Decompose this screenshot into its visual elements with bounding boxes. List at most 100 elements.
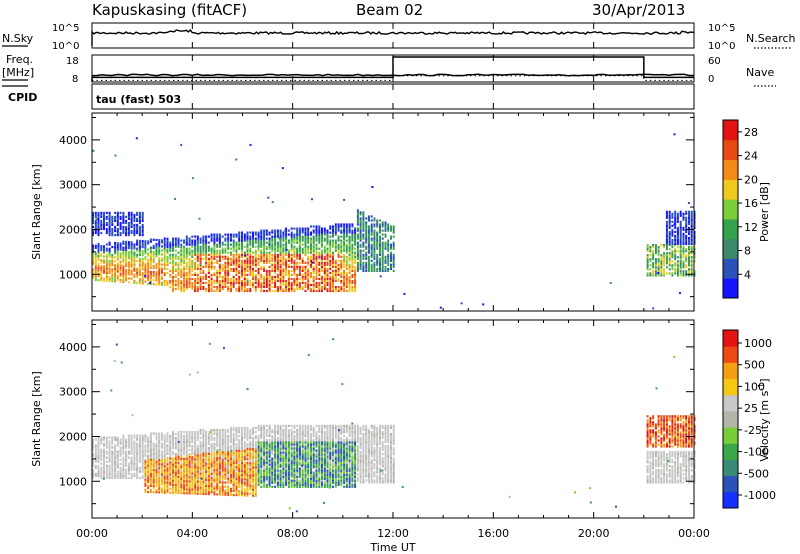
velocity-cell bbox=[177, 443, 180, 446]
power-cell bbox=[196, 243, 199, 246]
velocity-cell bbox=[149, 452, 152, 455]
power-cell bbox=[359, 249, 362, 252]
power-cell bbox=[152, 273, 155, 276]
velocity-cell bbox=[232, 451, 235, 454]
velocity-cell bbox=[136, 458, 139, 461]
velocity-cell bbox=[111, 466, 114, 469]
power-cell bbox=[213, 267, 216, 270]
velocity-cell bbox=[232, 459, 235, 462]
power-cell bbox=[174, 275, 177, 278]
power-cell bbox=[271, 243, 274, 246]
velocity-cell bbox=[221, 438, 224, 442]
power-cell bbox=[94, 278, 97, 282]
power-cell bbox=[166, 249, 169, 252]
velocity-cell bbox=[122, 458, 125, 461]
power-cell bbox=[149, 246, 152, 249]
power-cell bbox=[652, 270, 655, 273]
power-cell bbox=[119, 242, 122, 245]
velocity-cell bbox=[155, 456, 158, 459]
velocity-cell bbox=[183, 463, 186, 467]
power-cell bbox=[119, 262, 122, 265]
power-cell bbox=[359, 229, 362, 232]
power-cell-sparse bbox=[679, 292, 681, 295]
power-cell bbox=[119, 270, 122, 273]
power-cell bbox=[216, 279, 219, 283]
power-cell bbox=[252, 231, 254, 234]
power-cell bbox=[276, 259, 279, 262]
power-cell bbox=[329, 239, 332, 242]
velocity-cell bbox=[174, 487, 177, 490]
power-cell bbox=[274, 279, 277, 283]
power-cell bbox=[213, 257, 216, 260]
power-cell bbox=[205, 259, 208, 262]
cpid-text: tau (fast) 503 bbox=[96, 93, 181, 106]
power-cell bbox=[315, 247, 318, 250]
power-cell bbox=[235, 279, 238, 283]
velocity-cell bbox=[144, 484, 147, 487]
power-cell bbox=[376, 257, 379, 260]
power-cell bbox=[668, 254, 671, 257]
power-cell bbox=[210, 281, 213, 285]
velocity-cell bbox=[232, 449, 235, 452]
power-cell bbox=[351, 243, 354, 246]
power-cell bbox=[304, 227, 307, 230]
velocity-cell bbox=[100, 456, 103, 459]
power-cell bbox=[351, 269, 354, 272]
power-cell bbox=[130, 231, 133, 235]
power-cell bbox=[367, 237, 370, 240]
velocity-cell bbox=[97, 470, 100, 473]
velocity-cell bbox=[227, 443, 230, 446]
velocity-cell bbox=[183, 474, 186, 477]
power-cell bbox=[111, 223, 114, 227]
power-cell bbox=[210, 257, 213, 260]
power-cell bbox=[210, 237, 213, 240]
power-cell bbox=[252, 269, 254, 272]
power-cell bbox=[213, 245, 216, 248]
power-cell bbox=[323, 263, 326, 266]
velocity-cell bbox=[216, 438, 219, 442]
velocity-cell bbox=[174, 465, 177, 468]
power-cell bbox=[387, 255, 390, 258]
power-cell bbox=[337, 259, 340, 262]
velocity-cell bbox=[224, 443, 227, 446]
power-cell bbox=[660, 262, 663, 265]
power-cell bbox=[301, 267, 304, 270]
power-cell bbox=[188, 263, 191, 266]
power-cell bbox=[343, 275, 346, 278]
power-cell bbox=[238, 271, 241, 274]
velocity-cell bbox=[216, 459, 219, 462]
velocity-cell bbox=[127, 464, 130, 467]
velocity-cell bbox=[177, 489, 180, 493]
power-cell bbox=[379, 251, 381, 254]
power-cell bbox=[163, 241, 166, 244]
power-cell bbox=[210, 253, 213, 256]
power-cell bbox=[279, 273, 282, 276]
power-cell bbox=[340, 281, 343, 285]
velocity-cell bbox=[221, 483, 224, 486]
velocity-cell bbox=[230, 467, 232, 470]
power-cell bbox=[282, 277, 285, 281]
power-cell bbox=[202, 237, 205, 240]
power-cell bbox=[387, 247, 390, 250]
power-cell bbox=[122, 274, 125, 278]
power-cell bbox=[318, 233, 321, 236]
velocity-cell bbox=[158, 481, 161, 484]
velocity-cell bbox=[183, 488, 186, 491]
velocity-cell bbox=[174, 447, 177, 450]
power-cell bbox=[351, 281, 354, 285]
power-cell bbox=[252, 257, 254, 260]
velocity-cell bbox=[125, 470, 128, 473]
power-cell bbox=[337, 287, 340, 291]
power-cell bbox=[690, 258, 693, 261]
power-cell bbox=[141, 264, 144, 267]
power-cell bbox=[290, 257, 293, 260]
velocity-cell bbox=[103, 450, 105, 453]
velocity-cell bbox=[108, 444, 111, 447]
velocity-cell bbox=[105, 470, 108, 473]
power-cell bbox=[235, 253, 238, 256]
velocity-cell bbox=[216, 436, 219, 440]
velocity-cell bbox=[166, 457, 169, 460]
power-cell bbox=[183, 257, 186, 260]
power-cell bbox=[235, 249, 238, 252]
